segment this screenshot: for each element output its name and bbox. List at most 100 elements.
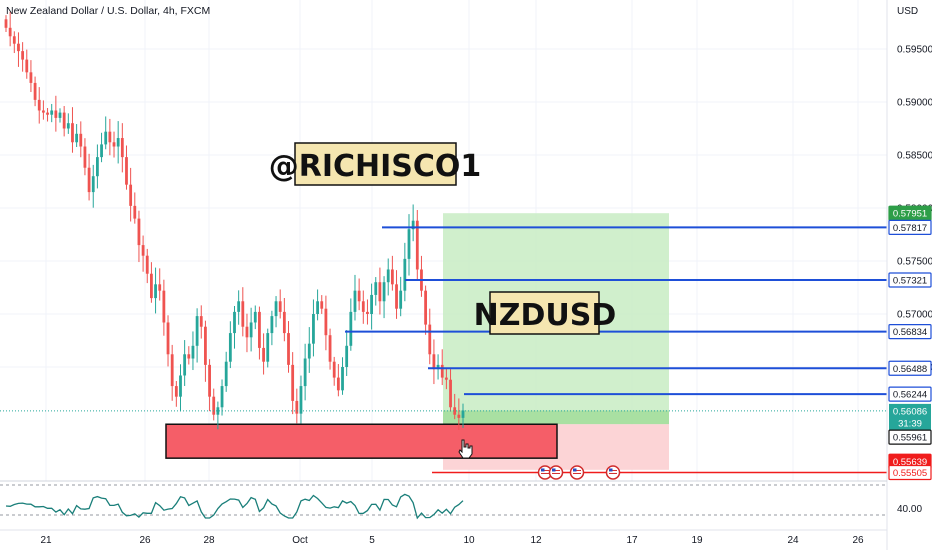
candle-body [199,316,203,327]
candle-body [12,36,16,44]
economic-event-flags[interactable] [537,465,621,480]
price-tick-label: 0.57500 [897,257,932,268]
candle-body [386,269,390,283]
candle-body [112,142,116,147]
candle-body [295,400,299,414]
candle-body [100,144,103,158]
price-tick-label: 0.57000 [897,310,932,321]
candle-body [444,377,448,380]
candle-body [332,361,336,378]
price-tick-label: 0.59500 [897,45,932,56]
candle-body [328,335,332,362]
current-price-text: 0.56086 [893,406,927,417]
candle-body [270,316,274,334]
symbol-label[interactable]: NZDUSD [474,291,617,335]
time-tick-label: 26 [852,535,864,546]
candle-body [96,157,99,177]
candle-body [291,364,295,401]
candle-body [129,184,133,206]
candle-body [162,290,166,323]
candle-body [154,284,157,299]
candle-body [245,326,249,338]
open-pnl-zone [443,410,669,425]
time-tick-label: 19 [691,535,703,546]
candle-body [312,314,315,344]
candle-body [336,377,340,391]
price-label-text: 0.56834 [893,327,927,338]
event-flag-icon [548,465,564,480]
candle-body [83,146,87,168]
candle-body [71,123,74,143]
candle-body [158,284,162,291]
candle-body [29,72,33,83]
candle-body [407,229,411,259]
price-label-box [888,219,932,235]
candle-body [125,157,128,185]
time-tick-label: 17 [626,535,638,546]
candle-body [224,361,228,387]
rsi-level-label: 40.00 [897,504,922,515]
candle-body [50,110,54,115]
time-axis[interactable]: 21 26 28 Oct 5 10 12 17 19 24 26 [40,535,864,546]
handle-label[interactable]: @RICHISCO1 [269,142,482,186]
level-price-label: 0.56488 [888,360,932,376]
time-tick-label: 28 [203,535,215,546]
countdown-text: 31:39 [898,418,922,429]
candle-body [145,255,149,274]
level-price-label: 0.56834 [888,323,932,340]
time-tick-label: Oct [292,535,308,546]
time-tick-label: 5 [369,535,375,546]
candle-body [258,311,261,348]
level-lines [0,226,887,474]
flag-circle [605,465,621,480]
candle-body [415,220,419,270]
candle-body [440,364,444,378]
candle-body [366,311,369,314]
candle-body [66,123,70,129]
candle-body [266,333,270,362]
current-price-box [889,403,931,430]
price-label-box [888,360,932,376]
candle-body [320,301,324,309]
candle-body [104,131,108,145]
time-tick-label: 26 [139,535,151,546]
candle-body [137,218,141,246]
candle-body [4,19,8,28]
price-label-box [888,386,932,402]
candle-body [216,407,220,415]
candle-body [324,308,328,336]
candle-body [41,110,45,113]
level-price-label: 0.57817 [888,219,932,235]
candle-body [17,43,20,52]
candle-body [436,364,440,370]
price-label-box [888,323,932,340]
take-profit-label: 0.57951 [888,205,932,221]
candle-body [361,301,365,312]
price-label-text: 0.56244 [893,390,927,401]
candle-body [461,410,465,418]
price-label-text: 0.55639 [893,457,927,468]
candle-body [341,367,344,391]
rsi-pane [0,484,887,520]
candle-body [278,301,282,312]
candle-body [241,301,245,327]
price-label-text: 0.55505 [893,468,927,479]
time-tick-label: 21 [40,535,52,546]
candle-body [249,322,253,338]
event-flag-icon [605,465,621,480]
candle-body [8,27,12,37]
candle-body [21,51,25,60]
candle-body [453,407,457,415]
candle-body [303,358,307,387]
candle-body [357,290,361,302]
hand-cursor-icon [458,439,473,459]
price-label-box [888,272,932,288]
candle-body [274,301,278,317]
price-label-box [888,464,932,481]
candle-body [75,133,79,143]
candle-body [174,386,178,397]
chart-title: New Zealand Dollar / U.S. Dollar, 4h, FX… [6,5,210,17]
candle-body [432,354,436,370]
